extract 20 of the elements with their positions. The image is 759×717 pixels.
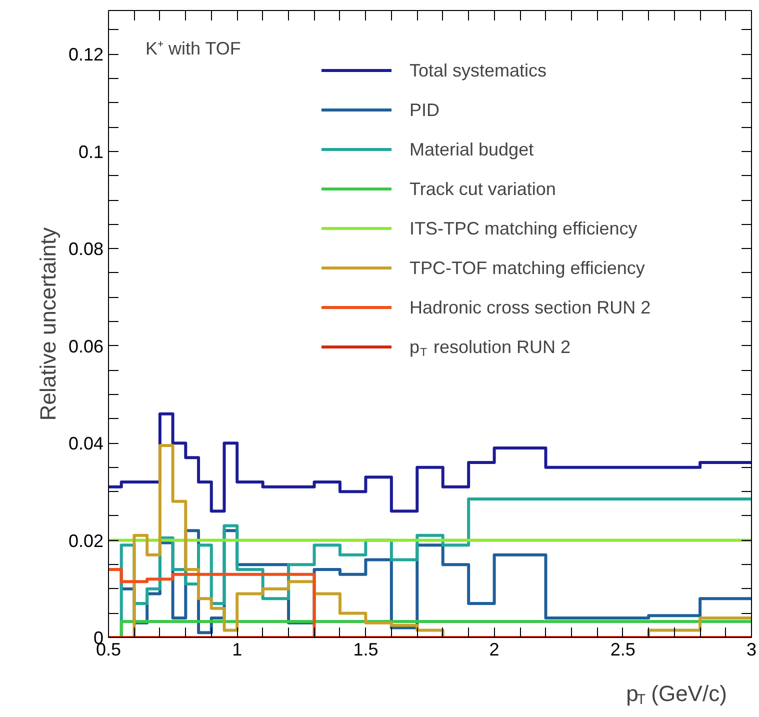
x-tick-label: 1 [232,640,242,660]
x-tick-label: 3 [746,640,757,660]
x-tick-label: 1.5 [353,640,378,660]
y-tick-label: 0.06 [68,336,104,356]
legend-label: Track cut variation [410,179,556,199]
legend-label: Hadronic cross section RUN 2 [410,298,651,318]
annotation: K⁺ with TOF [146,38,241,58]
legend-label: Total systematics [410,60,547,80]
y-axis-title: Relative uncertainty [35,227,60,421]
legend-label: TPC-TOF matching efficiency [410,258,645,278]
x-tick-label: 2.5 [610,640,636,660]
x-tick-label: 2 [489,640,500,660]
y-tick-label: 0.1 [78,142,104,162]
legend-label: Material budget [410,140,534,160]
legend-label: ITS-TPC matching efficiency [410,218,638,238]
y-tick-label: 0.08 [68,239,104,260]
y-tick-label: 0.12 [68,44,104,65]
legend-label: PID [410,100,440,120]
y-tick-label: 0.02 [68,530,104,551]
y-tick-label: 0.04 [68,434,104,454]
